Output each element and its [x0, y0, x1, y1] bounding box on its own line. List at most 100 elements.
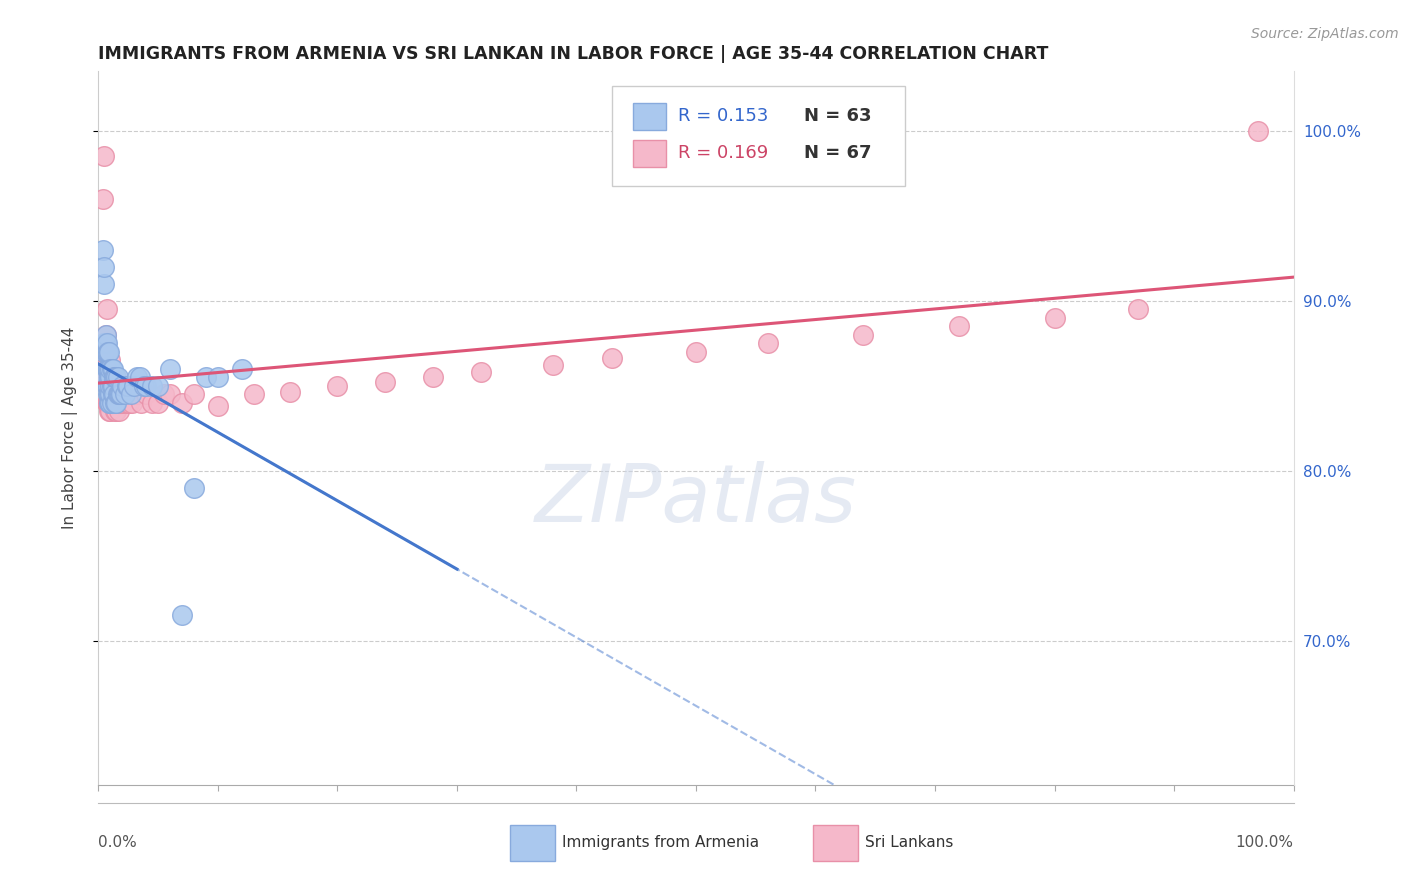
- Bar: [633, 103, 666, 130]
- Point: [103, 395, 125, 409]
- Point: [94, 344, 117, 359]
- Point: [470, 365, 492, 379]
- Point: [96, 344, 118, 359]
- Point: [114, 387, 136, 401]
- Bar: [633, 140, 666, 167]
- Point: [97, 361, 120, 376]
- Point: [101, 387, 124, 401]
- Point: [135, 378, 157, 392]
- Point: [97, 378, 120, 392]
- Point: [231, 361, 253, 376]
- Point: [104, 404, 127, 418]
- Point: [98, 387, 121, 401]
- Point: [100, 378, 122, 392]
- Point: [118, 395, 141, 409]
- Point: [1128, 302, 1150, 317]
- Point: [326, 378, 349, 392]
- Y-axis label: In Labor Force | Age 35-44: In Labor Force | Age 35-44: [62, 327, 77, 529]
- Point: [96, 302, 118, 317]
- Point: [104, 370, 127, 384]
- Point: [98, 370, 122, 384]
- Point: [98, 387, 122, 401]
- Point: [98, 361, 121, 376]
- Point: [93, 336, 115, 351]
- Text: IMMIGRANTS FROM ARMENIA VS SRI LANKAN IN LABOR FORCE | AGE 35-44 CORRELATION CHA: IMMIGRANTS FROM ARMENIA VS SRI LANKAN IN…: [98, 45, 1049, 62]
- Point: [103, 370, 125, 384]
- Point: [107, 387, 129, 401]
- Point: [98, 378, 122, 392]
- Point: [132, 378, 155, 392]
- Point: [183, 387, 205, 401]
- Point: [172, 395, 194, 409]
- Text: R = 0.169: R = 0.169: [678, 145, 768, 162]
- Text: 100.0%: 100.0%: [1236, 836, 1294, 850]
- Point: [93, 149, 115, 163]
- Point: [96, 344, 118, 359]
- Point: [115, 378, 138, 392]
- Point: [91, 192, 114, 206]
- Point: [374, 376, 396, 390]
- Point: [141, 395, 163, 409]
- Point: [105, 395, 128, 409]
- Point: [94, 336, 117, 351]
- Point: [93, 277, 115, 291]
- Point: [153, 387, 176, 401]
- Point: [98, 395, 122, 409]
- Point: [148, 395, 170, 409]
- Point: [96, 361, 118, 376]
- Point: [125, 370, 148, 384]
- Point: [96, 336, 118, 351]
- Point: [159, 361, 181, 376]
- Point: [101, 361, 124, 376]
- Point: [111, 378, 134, 392]
- Point: [117, 378, 139, 392]
- FancyBboxPatch shape: [613, 86, 905, 186]
- Point: [159, 387, 181, 401]
- Point: [91, 243, 114, 257]
- Point: [183, 481, 205, 495]
- Point: [105, 404, 128, 418]
- Point: [111, 395, 134, 409]
- Point: [98, 361, 121, 376]
- Point: [207, 370, 229, 384]
- Point: [104, 395, 127, 409]
- Point: [96, 378, 118, 392]
- Point: [98, 344, 121, 359]
- Point: [97, 370, 120, 384]
- Point: [91, 344, 114, 359]
- Point: [103, 387, 125, 401]
- Text: N = 63: N = 63: [804, 107, 872, 125]
- Point: [100, 378, 122, 392]
- Point: [278, 385, 301, 400]
- Point: [127, 387, 149, 401]
- Point: [124, 387, 146, 401]
- Text: N = 67: N = 67: [804, 145, 872, 162]
- Point: [101, 378, 124, 392]
- Point: [105, 370, 128, 384]
- Point: [100, 361, 122, 376]
- Point: [148, 378, 170, 392]
- Point: [108, 387, 131, 401]
- Point: [98, 378, 121, 392]
- Point: [94, 327, 117, 342]
- Point: [91, 370, 114, 384]
- Point: [135, 387, 157, 401]
- Point: [96, 395, 118, 409]
- Point: [100, 395, 122, 409]
- Point: [101, 395, 124, 409]
- Point: [97, 361, 120, 376]
- Point: [98, 361, 122, 376]
- Point: [91, 344, 114, 359]
- Point: [97, 344, 120, 359]
- Point: [93, 260, 115, 274]
- Text: Source: ZipAtlas.com: Source: ZipAtlas.com: [1251, 27, 1399, 41]
- Point: [541, 359, 564, 373]
- Text: R = 0.153: R = 0.153: [678, 107, 769, 125]
- Point: [110, 395, 132, 409]
- Point: [98, 395, 121, 409]
- Point: [100, 395, 122, 409]
- Text: ZIPatlas: ZIPatlas: [534, 460, 858, 539]
- Point: [124, 378, 146, 392]
- Point: [103, 378, 125, 392]
- Point: [98, 387, 122, 401]
